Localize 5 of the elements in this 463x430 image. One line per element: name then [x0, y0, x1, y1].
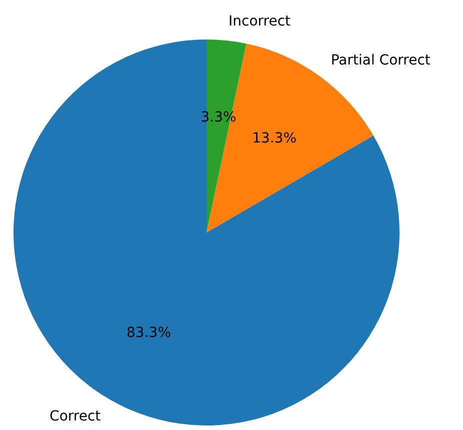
- data-label: 83.3%: [126, 324, 172, 341]
- slice-label: Correct: [50, 408, 102, 425]
- data-label: 13.3%: [252, 130, 297, 147]
- slice-label: Partial Correct: [330, 52, 431, 68]
- slice-label: Incorrect: [228, 13, 292, 30]
